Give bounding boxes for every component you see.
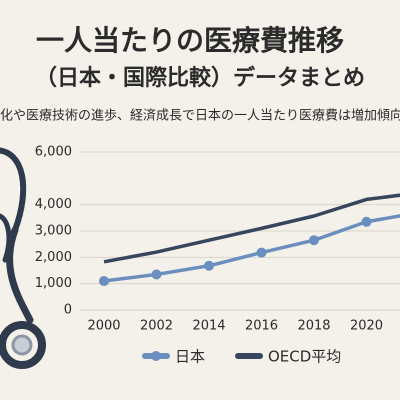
- y-tick-label: 0: [64, 303, 72, 318]
- data-point: [204, 260, 214, 271]
- data-point: [151, 269, 162, 280]
- y-tick-label: 1,000: [35, 276, 72, 291]
- x-tick-label: 2002: [140, 319, 173, 334]
- data-point: [309, 235, 319, 246]
- x-tick-label: 2016: [245, 319, 278, 334]
- legend-marker: [151, 351, 161, 361]
- stethoscope: [0, 147, 46, 369]
- y-tick-label: 4,000: [35, 197, 72, 212]
- x-tick-label: 2000: [87, 319, 120, 334]
- data-point: [99, 276, 109, 287]
- x-tick-label: 2014: [192, 319, 225, 334]
- legend-item: 日本: [142, 348, 205, 366]
- data-point: [361, 216, 372, 227]
- chart-subtitle: （日本・国際比較）データまとめ: [35, 65, 365, 91]
- legend-label: OECD平均: [268, 348, 341, 366]
- y-tick-label: 3,000: [35, 224, 72, 239]
- caption: 化や医療技術の進歩、経済成長で日本の一人当たり医療費は増加傾向: [0, 108, 400, 124]
- chart-title: 一人当たりの医療費推移: [36, 24, 344, 57]
- legend-item: OECD平均: [235, 348, 341, 366]
- series-line: [103, 193, 400, 264]
- x-tick-label: 2020: [350, 319, 383, 334]
- legend-label: 日本: [175, 348, 205, 366]
- y-tick-label: 2,000: [35, 250, 72, 265]
- y-tick-label: 6,000: [35, 145, 72, 160]
- data-point: [256, 247, 267, 258]
- x-tick-label: 2018: [297, 319, 330, 334]
